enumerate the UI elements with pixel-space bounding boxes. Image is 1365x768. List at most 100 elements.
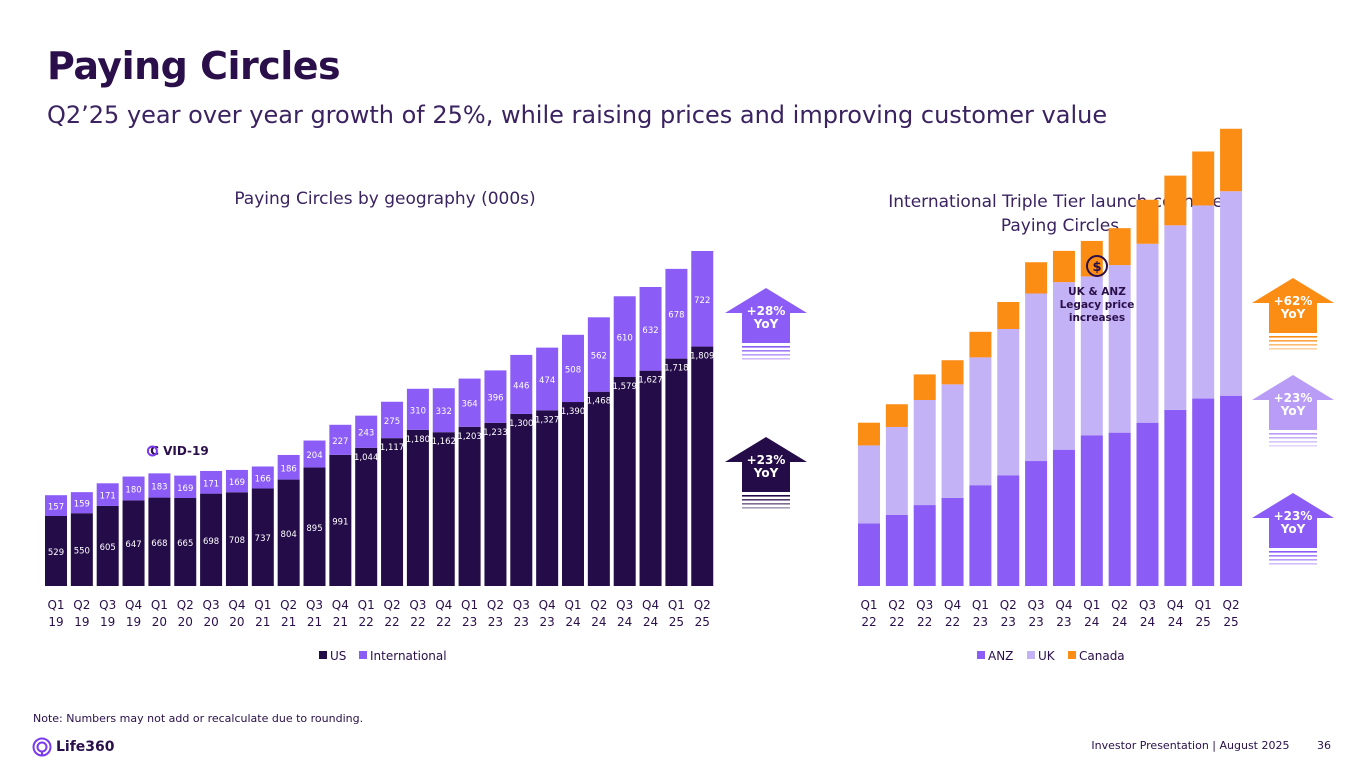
bar-international	[432, 388, 455, 433]
yoy-arrow-international-shape	[725, 288, 807, 343]
bar-international	[122, 476, 145, 501]
bar-international	[303, 440, 326, 468]
bar-label-us: 550	[74, 547, 90, 557]
x-tick-year: 24	[617, 615, 632, 629]
yoy-arrow-us-label: +23%	[747, 453, 786, 467]
bar-us	[665, 358, 688, 586]
yoy-arrow-us-stripe	[742, 503, 790, 505]
bar-label-international: 364	[461, 400, 477, 410]
bar-anz	[1108, 432, 1131, 586]
x-tick-quarter: Q1	[461, 598, 478, 612]
bar-label-us: 668	[151, 539, 167, 549]
bar-label-us: 605	[100, 543, 116, 553]
x-tick-quarter: Q2	[888, 598, 905, 612]
bar-label-international: 632	[642, 326, 658, 336]
bar-label-us: 1,390	[561, 407, 585, 417]
bar-us	[96, 505, 119, 586]
bar-label-us: 1,300	[509, 419, 533, 429]
bar-canada	[997, 302, 1020, 329]
bar-anz	[885, 515, 908, 586]
bar-label-international: 332	[436, 407, 452, 417]
bar-us	[251, 488, 274, 586]
x-tick-quarter: Q1	[564, 598, 581, 612]
bar-anz	[1052, 449, 1075, 586]
x-tick-year: 19	[74, 615, 89, 629]
left-chart-title: Paying Circles by geography (000s)	[234, 189, 536, 209]
x-tick-year: 19	[126, 615, 141, 629]
bar-anz	[1136, 422, 1159, 586]
bar-label-us: 1,468	[587, 397, 611, 407]
bar-label-us: 1,044	[354, 453, 378, 463]
bar-uk	[969, 357, 992, 486]
yoy-arrow-canada-shape	[1252, 278, 1334, 333]
bar-label-international: 204	[306, 451, 322, 461]
x-tick-year: 23	[1028, 615, 1043, 629]
x-tick-quarter: Q3	[99, 598, 116, 612]
x-tick-quarter: Q2	[1111, 598, 1128, 612]
bar-label-international: 396	[487, 394, 503, 404]
bar-us	[613, 377, 636, 586]
x-tick-year: 23	[514, 615, 529, 629]
legend-swatch-us	[319, 651, 327, 659]
bar-international	[665, 268, 688, 359]
x-tick-quarter: Q2	[694, 598, 711, 612]
legend-swatch-anz	[977, 651, 985, 659]
bar-uk	[913, 399, 936, 506]
page-number: 36	[1317, 739, 1331, 752]
x-tick-quarter: Q2	[384, 598, 401, 612]
bar-label-international: 610	[617, 334, 633, 344]
bar-uk	[1220, 191, 1243, 396]
x-tick-quarter: Q4	[1167, 598, 1184, 612]
yoy-arrow-anz-stripe	[1269, 559, 1317, 561]
bar-international	[148, 473, 171, 498]
x-tick-year: 20	[178, 615, 193, 629]
bar-label-us: 698	[203, 537, 219, 547]
bar-us	[303, 467, 326, 586]
x-tick-quarter: Q4	[642, 598, 659, 612]
yoy-arrow-international: +28%YoY	[725, 288, 807, 360]
bar-international	[96, 483, 119, 506]
x-tick-year: 22	[861, 615, 876, 629]
x-tick-quarter: Q3	[203, 598, 220, 612]
x-tick-year: 23	[462, 615, 477, 629]
x-tick-year: 21	[307, 615, 322, 629]
x-tick-year: 19	[100, 615, 115, 629]
bar-canada	[913, 374, 936, 400]
bar-anz	[858, 523, 880, 586]
bar-label-us: 1,203	[457, 432, 481, 442]
x-tick-quarter: Q2	[1223, 598, 1240, 612]
x-tick-year: 20	[152, 615, 167, 629]
yoy-arrow-us-shape	[725, 437, 807, 492]
bar-international	[200, 470, 223, 494]
bar-label-us: 1,627	[638, 376, 662, 386]
yoy-arrow-us-stripe	[742, 495, 790, 497]
x-tick-year: 22	[889, 615, 904, 629]
bar-international	[277, 454, 300, 480]
bar-label-international: 169	[229, 478, 245, 488]
x-tick-quarter: Q2	[73, 598, 90, 612]
bar-label-international: 166	[255, 474, 271, 484]
x-tick-year: 20	[229, 615, 244, 629]
bar-uk	[885, 426, 908, 515]
bar-anz	[969, 485, 992, 586]
yoy-arrow-anz-stripe	[1269, 555, 1317, 557]
bar-anz	[1025, 461, 1048, 586]
yoy-arrow-anz-stripe	[1269, 551, 1317, 553]
bar-international	[691, 251, 714, 347]
yoy-arrow-international-label: +28%	[747, 304, 786, 318]
bar-us	[122, 500, 145, 586]
legend-label-anz: ANZ	[988, 649, 1013, 663]
brand-logo: Life360	[32, 737, 115, 757]
bar-us	[329, 454, 352, 586]
yoy-arrow-canada-stripe	[1269, 340, 1317, 342]
x-tick-quarter: Q1	[1083, 598, 1100, 612]
x-tick-quarter: Q2	[590, 598, 607, 612]
brand-name: Life360	[56, 739, 115, 755]
bar-anz	[1220, 395, 1243, 586]
x-tick-quarter: Q3	[1139, 598, 1156, 612]
legend-swatch-uk	[1027, 651, 1035, 659]
bar-label-international: 183	[151, 482, 167, 492]
bar-uk	[858, 445, 880, 524]
bar-us	[458, 426, 481, 586]
x-tick-year: 24	[1084, 615, 1099, 629]
